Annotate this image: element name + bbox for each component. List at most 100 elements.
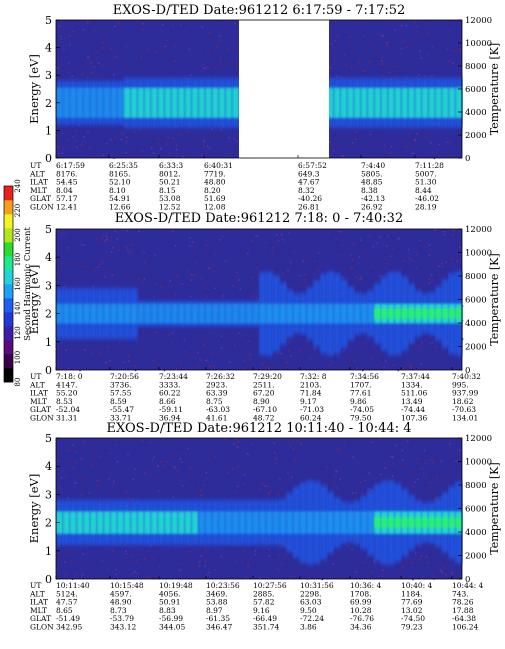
noise-dot [427,562,430,564]
noise-dot [316,478,318,481]
panel-2: EXOS-D/TED Date:961212 7:18: 0 - 7:40:32… [27,211,501,423]
ephemeris-cell: 8.90 [253,397,270,406]
noise-dot [250,364,252,366]
noise-dot [351,548,353,551]
noise-dot [134,369,137,372]
noise-dot [125,134,127,136]
noise-dot [406,65,408,68]
noise-dot [198,441,200,444]
noise-dot [317,269,319,272]
noise-dot [433,336,435,339]
noise-dot [299,350,301,352]
band-core [272,511,280,534]
noise-dot [130,70,132,72]
noise-dot [395,76,398,79]
noise-dot [267,485,270,488]
noise-dot [392,457,394,459]
noise-dot [108,441,111,443]
noise-dot [206,295,209,298]
noise-dot [244,350,247,352]
noise-dot [192,241,194,243]
noise-dot [335,470,337,472]
noise-dot [56,568,58,570]
noise-dot [106,270,109,273]
noise-dot [309,275,312,278]
noise-dot [81,73,83,76]
noise-dot [274,556,276,558]
ephemeris-cell: 12.52 [159,203,181,212]
noise-dot [152,557,155,559]
noise-dot [342,348,344,350]
noise-dot [183,339,185,342]
noise-dot [355,134,357,137]
noise-dot [56,66,58,69]
band-core [103,303,111,324]
noise-dot [181,282,183,285]
noise-dot [190,564,193,567]
ephemeris-cell: 48.90 [110,598,132,607]
noise-dot [420,57,423,59]
noise-dot [138,329,140,332]
noise-dot [201,154,203,156]
band-core [326,303,334,324]
noise-dot [225,156,227,159]
noise-dot [407,248,410,251]
noise-dot [57,475,60,477]
noise-dot [62,278,64,281]
noise-dot [250,484,252,486]
noise-dot [151,458,154,461]
noise-dot [127,65,129,67]
noise-dot [290,439,293,441]
band-peak [387,517,395,528]
noise-dot [159,147,162,150]
noise-dot [227,546,230,548]
noise-dot [152,577,155,579]
noise-dot [435,346,437,348]
noise-dot [354,258,356,260]
noise-dot [441,572,444,574]
ephemeris-cell: 10:11:40 [56,581,90,590]
noise-dot [57,555,60,557]
noise-dot [358,39,361,42]
noise-dot [138,230,140,233]
noise-dot [113,73,115,76]
noise-dot [385,273,387,276]
noise-dot [437,253,439,256]
noise-dot [172,364,174,367]
noise-dot [180,479,182,482]
noise-dot [359,278,361,280]
noise-dot [278,240,280,242]
noise-dot [294,449,297,452]
noise-dot [68,62,70,64]
band-peak [380,308,389,319]
noise-dot [226,439,229,442]
y-right-tick-label: 0 [465,366,470,376]
noise-dot [192,352,195,354]
ephemeris-cell: 9.86 [350,397,367,406]
noise-dot [151,346,154,348]
noise-dot [418,559,421,561]
noise-dot [75,139,78,142]
band-core [340,303,348,324]
noise-dot [101,41,104,44]
noise-dot [131,278,134,280]
noise-dot [390,456,392,458]
noise-dot [247,264,249,266]
noise-dot [365,51,367,54]
noise-dot [228,269,230,271]
noise-dot [337,448,339,450]
noise-dot [409,476,411,479]
noise-dot [286,362,288,364]
noise-dot [175,456,177,459]
noise-dot [414,52,416,54]
noise-dot [397,369,399,372]
noise-dot [443,230,446,233]
noise-dot [203,346,206,348]
noise-dot [117,26,120,28]
noise-dot [440,570,443,573]
noise-dot [278,361,281,363]
noise-dot [64,144,66,146]
noise-dot [229,498,232,501]
noise-dot [142,150,144,153]
noise-dot [340,354,343,356]
